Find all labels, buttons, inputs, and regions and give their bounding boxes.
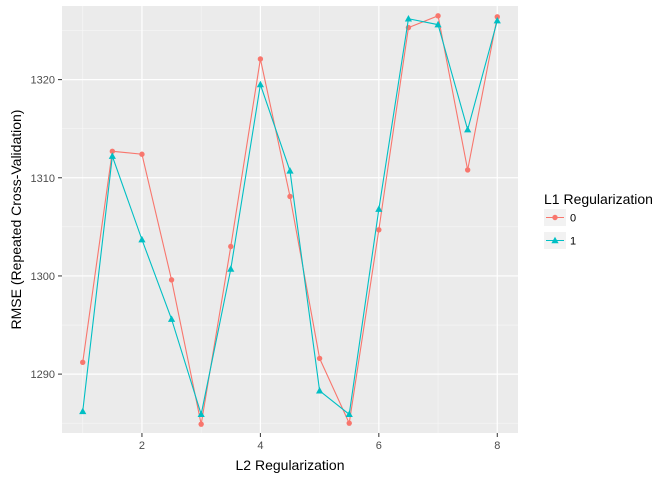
data-point-1 bbox=[286, 167, 294, 174]
data-point-0 bbox=[435, 13, 441, 19]
data-point-1 bbox=[256, 80, 264, 88]
data-point-0 bbox=[316, 355, 323, 362]
x-tick-label: 2 bbox=[139, 440, 145, 452]
data-point-1 bbox=[316, 387, 324, 394]
data-point-0 bbox=[80, 359, 86, 366]
data-point-1 bbox=[227, 265, 235, 272]
x-tick-label: 4 bbox=[257, 440, 263, 452]
x-axis-title: L2 Regularization bbox=[236, 457, 345, 473]
legend-items: 01 bbox=[544, 209, 576, 249]
legend-marker-1 bbox=[551, 236, 559, 244]
data-point-0 bbox=[139, 151, 145, 157]
data-point-1 bbox=[493, 16, 501, 24]
y-tick-label: 1320 bbox=[31, 75, 55, 87]
plot-panel bbox=[62, 6, 518, 433]
data-point-0 bbox=[464, 167, 471, 173]
data-point-0 bbox=[287, 193, 293, 200]
series-1 bbox=[79, 14, 501, 418]
data-point-0 bbox=[376, 227, 382, 233]
data-point-1 bbox=[375, 205, 383, 212]
x-tick-label: 6 bbox=[376, 440, 382, 452]
data-point-0 bbox=[109, 148, 116, 154]
y-tick-label: 1290 bbox=[31, 369, 55, 381]
axis-ticks: 2 4 6 8 1290 1300 1310 1320 bbox=[31, 75, 501, 452]
data-point-1 bbox=[434, 20, 442, 28]
data-point-0 bbox=[494, 14, 500, 20]
data-point-1 bbox=[138, 235, 146, 243]
data-point-0 bbox=[257, 56, 264, 62]
legend-label-1: 1 bbox=[570, 236, 576, 248]
series-layer bbox=[79, 13, 501, 427]
data-point-1 bbox=[404, 14, 413, 22]
series-0 bbox=[80, 13, 500, 427]
data-point-1 bbox=[464, 125, 472, 133]
legend: L1 Regularization 01 bbox=[544, 191, 653, 249]
data-point-0 bbox=[228, 243, 234, 250]
data-point-1 bbox=[167, 315, 176, 322]
y-axis-title: RMSE (Repeated Cross-Validation) bbox=[8, 110, 24, 330]
data-point-0 bbox=[346, 420, 352, 426]
legend-title: L1 Regularization bbox=[544, 191, 653, 207]
major-gridlines bbox=[62, 6, 518, 433]
data-point-1 bbox=[345, 410, 353, 418]
legend-marker-0 bbox=[552, 214, 558, 221]
data-point-1 bbox=[108, 152, 116, 159]
legend-label-0: 0 bbox=[570, 213, 576, 225]
data-point-1 bbox=[79, 407, 87, 415]
data-point-0 bbox=[198, 421, 204, 427]
data-point-1 bbox=[197, 410, 205, 418]
data-point-0 bbox=[168, 277, 175, 283]
minor-gridlines bbox=[62, 6, 518, 433]
y-tick-label: 1300 bbox=[31, 271, 55, 283]
y-tick-label: 1310 bbox=[31, 173, 55, 185]
x-tick-label: 8 bbox=[494, 440, 500, 452]
